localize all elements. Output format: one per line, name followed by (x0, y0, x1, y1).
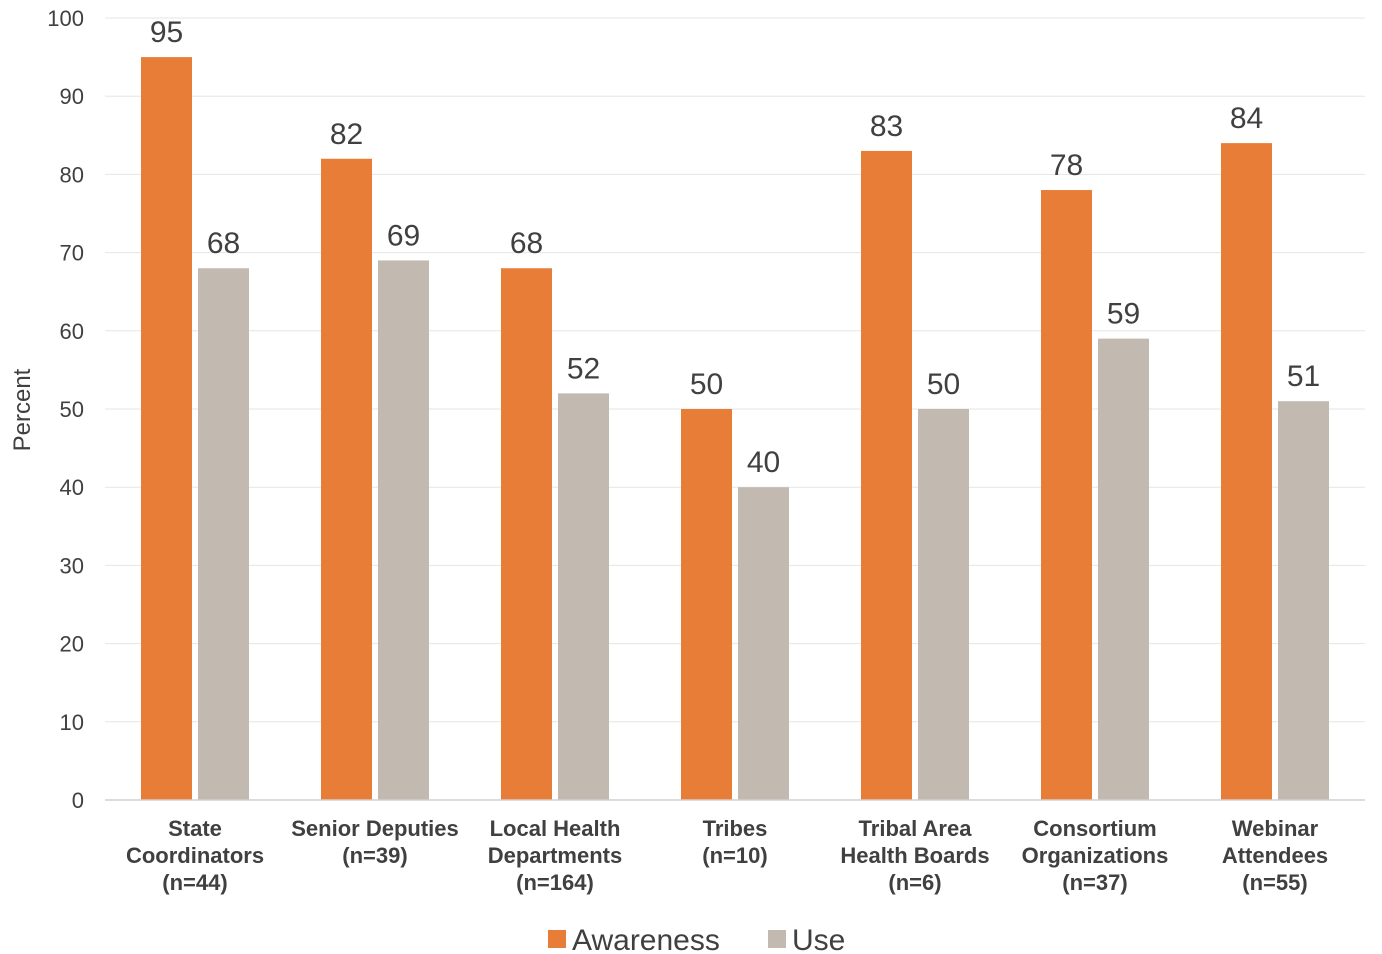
bar-use (1098, 338, 1149, 800)
x-category-line: (n=44) (162, 870, 227, 895)
legend: Awareness Use (548, 924, 845, 954)
y-tick-label: 90 (60, 84, 84, 109)
data-labels: 95 68 82 69 68 52 50 40 83 50 78 59 84 51 (150, 16, 1320, 479)
data-label: 59 (1107, 298, 1140, 331)
legend-label: Use (792, 924, 845, 954)
bar-use (198, 268, 249, 800)
data-label: 82 (330, 118, 363, 151)
x-category-line: Coordinators (126, 843, 264, 868)
bar-use (378, 260, 429, 800)
data-label: 50 (690, 368, 723, 401)
x-category-line: (n=164) (516, 870, 594, 895)
data-label: 78 (1050, 149, 1083, 182)
y-tick-label: 60 (60, 319, 84, 344)
data-label: 84 (1230, 102, 1263, 135)
data-label: 51 (1287, 360, 1320, 393)
y-tick-label: 70 (60, 241, 84, 266)
bar-awareness (501, 268, 552, 800)
x-category-line: State (168, 816, 222, 841)
bar-awareness (1221, 143, 1272, 800)
x-category-line: Senior Deputies (291, 816, 458, 841)
data-label: 68 (510, 227, 543, 260)
x-category-line: Tribes (703, 816, 768, 841)
y-tick-label: 40 (60, 475, 84, 500)
data-label: 69 (387, 219, 420, 252)
data-label: 68 (207, 227, 240, 260)
y-tick-label: 20 (60, 632, 84, 657)
legend-label: Awareness (572, 924, 720, 954)
legend-swatch-awareness (548, 930, 566, 948)
x-category-line: (n=39) (342, 843, 407, 868)
x-category-label: Webinar Attendees (n=55) (1222, 816, 1328, 895)
data-label: 50 (927, 368, 960, 401)
x-category-label: Local Health Departments (n=164) (488, 816, 622, 895)
data-label: 40 (747, 446, 780, 479)
x-axis-categories: State Coordinators (n=44)Senior Deputies (n… (126, 816, 1328, 895)
x-category-label: State Coordinators (n=44) (126, 816, 264, 895)
x-category-line: Organizations (1022, 843, 1169, 868)
bar-use (558, 393, 609, 800)
bar-awareness (681, 409, 732, 800)
x-category-line: Webinar (1232, 816, 1319, 841)
bar-use (738, 487, 789, 800)
legend-swatch-use (768, 930, 786, 948)
bars (141, 57, 1329, 801)
x-category-line: (n=55) (1242, 870, 1307, 895)
bar-use (918, 409, 969, 800)
data-label: 83 (870, 110, 903, 143)
y-axis-ticks: 0 10 20 30 40 50 60 70 80 90 100 (47, 6, 84, 813)
bar-awareness (141, 57, 192, 801)
x-category-line: (n=6) (888, 870, 941, 895)
x-category-line: Local Health (490, 816, 621, 841)
bar-use (1278, 401, 1329, 800)
x-category-label: Tribes (n=10) (702, 816, 767, 868)
x-category-line: (n=10) (702, 843, 767, 868)
x-category-line: Departments (488, 843, 622, 868)
x-category-line: (n=37) (1062, 870, 1127, 895)
data-label: 52 (567, 352, 600, 385)
x-category-line: Consortium (1033, 816, 1156, 841)
gridlines (105, 17, 1365, 723)
data-label: 95 (150, 16, 183, 49)
bar-awareness (1041, 190, 1092, 801)
x-category-label: Consortium Organizations (n=37) (1022, 816, 1169, 895)
y-tick-label: 80 (60, 162, 84, 187)
y-axis-label: Percent (9, 368, 36, 451)
x-category-line: Attendees (1222, 843, 1328, 868)
y-tick-label: 10 (60, 710, 84, 735)
bar-awareness (861, 150, 912, 800)
x-category-line: Health Boards (840, 843, 989, 868)
y-tick-label: 100 (47, 6, 84, 31)
bar-awareness (321, 158, 372, 800)
x-category-line: Tribal Area (859, 816, 973, 841)
y-tick-label: 50 (60, 397, 84, 422)
y-tick-label: 0 (72, 788, 84, 813)
x-category-label: Tribal Area Health Boards (n=6) (840, 816, 989, 895)
y-tick-label: 30 (60, 553, 84, 578)
x-category-label: Senior Deputies (n=39) (291, 816, 458, 868)
